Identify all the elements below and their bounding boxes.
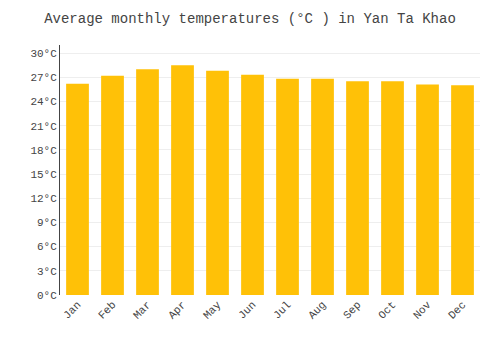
svg-text:Jan: Jan	[61, 299, 83, 321]
svg-text:Average monthly temperatures (: Average monthly temperatures (°C ) in Ya…	[44, 11, 456, 27]
svg-text:Oct: Oct	[376, 299, 398, 321]
svg-text:27°C: 27°C	[30, 72, 57, 84]
svg-text:Aug: Aug	[306, 299, 328, 321]
svg-text:30°C: 30°C	[30, 48, 57, 60]
svg-text:12°C: 12°C	[30, 193, 57, 205]
svg-text:18°C: 18°C	[30, 145, 57, 157]
svg-text:0°C: 0°C	[37, 290, 57, 302]
svg-text:Feb: Feb	[96, 299, 118, 321]
svg-text:24°C: 24°C	[30, 96, 57, 108]
svg-text:Mar: Mar	[131, 299, 153, 321]
svg-text:21°C: 21°C	[30, 121, 57, 133]
svg-text:Apr: Apr	[166, 299, 188, 321]
svg-text:3°C: 3°C	[37, 266, 57, 278]
svg-text:Jul: Jul	[271, 299, 293, 321]
svg-text:15°C: 15°C	[30, 169, 57, 181]
svg-text:Jun: Jun	[236, 299, 258, 321]
svg-text:6°C: 6°C	[37, 241, 57, 253]
svg-text:Sep: Sep	[341, 299, 363, 321]
svg-text:Dec: Dec	[446, 299, 468, 321]
svg-text:Nov: Nov	[411, 299, 434, 322]
svg-text:May: May	[201, 299, 224, 322]
svg-text:9°C: 9°C	[37, 217, 57, 229]
